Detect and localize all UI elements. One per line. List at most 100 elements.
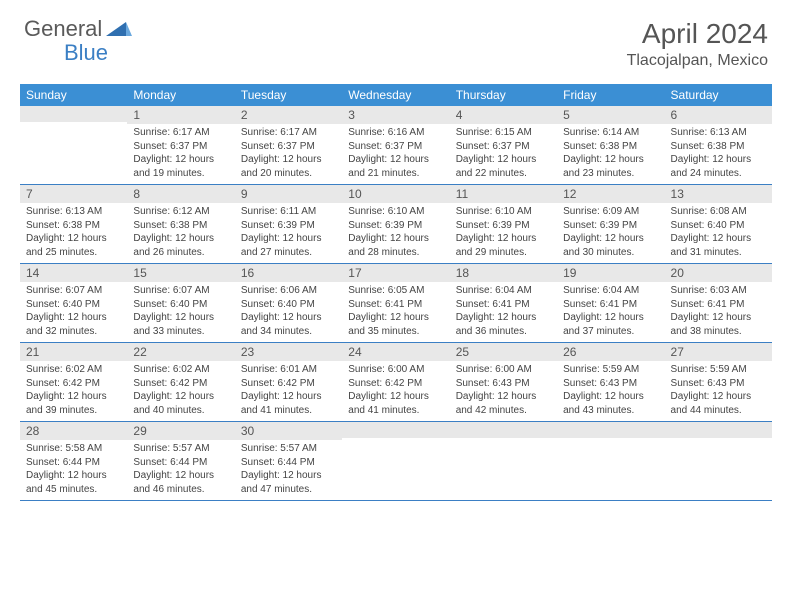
day-number: 2: [235, 106, 342, 124]
daylight-line: Daylight: 12 hours and 30 minutes.: [563, 232, 658, 259]
day-details: Sunrise: 6:10 AMSunset: 6:39 PMDaylight:…: [342, 203, 449, 263]
calendar-cell: [665, 422, 772, 501]
day-details: Sunrise: 6:12 AMSunset: 6:38 PMDaylight:…: [127, 203, 234, 263]
sunset-line: Sunset: 6:44 PM: [133, 456, 228, 470]
day-number: 4: [450, 106, 557, 124]
sunset-line: Sunset: 6:39 PM: [456, 219, 551, 233]
day-number: 14: [20, 264, 127, 282]
calendar-cell: 9Sunrise: 6:11 AMSunset: 6:39 PMDaylight…: [235, 185, 342, 264]
calendar-cell: 15Sunrise: 6:07 AMSunset: 6:40 PMDayligh…: [127, 264, 234, 343]
day-details: Sunrise: 6:02 AMSunset: 6:42 PMDaylight:…: [127, 361, 234, 421]
day-number: 20: [665, 264, 772, 282]
day-number: 24: [342, 343, 449, 361]
sunset-line: Sunset: 6:42 PM: [26, 377, 121, 391]
sunrise-line: Sunrise: 5:59 AM: [671, 363, 766, 377]
daylight-line: Daylight: 12 hours and 41 minutes.: [241, 390, 336, 417]
day-details: Sunrise: 6:11 AMSunset: 6:39 PMDaylight:…: [235, 203, 342, 263]
calendar-cell: 21Sunrise: 6:02 AMSunset: 6:42 PMDayligh…: [20, 343, 127, 422]
sunrise-line: Sunrise: 6:00 AM: [456, 363, 551, 377]
calendar-cell: 27Sunrise: 5:59 AMSunset: 6:43 PMDayligh…: [665, 343, 772, 422]
day-details: Sunrise: 5:58 AMSunset: 6:44 PMDaylight:…: [20, 440, 127, 500]
sunrise-line: Sunrise: 6:06 AM: [241, 284, 336, 298]
calendar-cell: [342, 422, 449, 501]
calendar-week-row: 7Sunrise: 6:13 AMSunset: 6:38 PMDaylight…: [20, 185, 772, 264]
day-details: Sunrise: 6:13 AMSunset: 6:38 PMDaylight:…: [20, 203, 127, 263]
day-number: 22: [127, 343, 234, 361]
sunrise-line: Sunrise: 6:13 AM: [26, 205, 121, 219]
daylight-line: Daylight: 12 hours and 38 minutes.: [671, 311, 766, 338]
calendar-cell: 3Sunrise: 6:16 AMSunset: 6:37 PMDaylight…: [342, 106, 449, 185]
empty-day: [342, 422, 449, 438]
calendar-cell: 7Sunrise: 6:13 AMSunset: 6:38 PMDaylight…: [20, 185, 127, 264]
empty-day: [450, 422, 557, 438]
daylight-line: Daylight: 12 hours and 42 minutes.: [456, 390, 551, 417]
day-details: Sunrise: 5:57 AMSunset: 6:44 PMDaylight:…: [235, 440, 342, 500]
daylight-line: Daylight: 12 hours and 27 minutes.: [241, 232, 336, 259]
calendar-week-row: 21Sunrise: 6:02 AMSunset: 6:42 PMDayligh…: [20, 343, 772, 422]
daylight-line: Daylight: 12 hours and 43 minutes.: [563, 390, 658, 417]
calendar-cell: 28Sunrise: 5:58 AMSunset: 6:44 PMDayligh…: [20, 422, 127, 501]
sunrise-line: Sunrise: 6:02 AM: [133, 363, 228, 377]
sunset-line: Sunset: 6:41 PM: [671, 298, 766, 312]
daylight-line: Daylight: 12 hours and 21 minutes.: [348, 153, 443, 180]
sunset-line: Sunset: 6:43 PM: [563, 377, 658, 391]
calendar-cell: 8Sunrise: 6:12 AMSunset: 6:38 PMDaylight…: [127, 185, 234, 264]
daylight-line: Daylight: 12 hours and 40 minutes.: [133, 390, 228, 417]
sunset-line: Sunset: 6:40 PM: [133, 298, 228, 312]
sunset-line: Sunset: 6:37 PM: [133, 140, 228, 154]
logo-text-gray: General: [24, 18, 102, 40]
sunset-line: Sunset: 6:39 PM: [563, 219, 658, 233]
day-details: Sunrise: 5:57 AMSunset: 6:44 PMDaylight:…: [127, 440, 234, 500]
day-number: 30: [235, 422, 342, 440]
header: General Blue April 2024 Tlacojalpan, Mex…: [0, 0, 792, 78]
calendar-cell: 26Sunrise: 5:59 AMSunset: 6:43 PMDayligh…: [557, 343, 664, 422]
sunrise-line: Sunrise: 6:02 AM: [26, 363, 121, 377]
daylight-line: Daylight: 12 hours and 47 minutes.: [241, 469, 336, 496]
day-number: 15: [127, 264, 234, 282]
sunset-line: Sunset: 6:40 PM: [671, 219, 766, 233]
sunset-line: Sunset: 6:37 PM: [456, 140, 551, 154]
sunrise-line: Sunrise: 6:00 AM: [348, 363, 443, 377]
logo-triangle-icon: [106, 20, 132, 38]
sunset-line: Sunset: 6:40 PM: [241, 298, 336, 312]
sunrise-line: Sunrise: 6:08 AM: [671, 205, 766, 219]
sunset-line: Sunset: 6:42 PM: [133, 377, 228, 391]
day-number: 8: [127, 185, 234, 203]
calendar-cell: 25Sunrise: 6:00 AMSunset: 6:43 PMDayligh…: [450, 343, 557, 422]
day-details: Sunrise: 6:04 AMSunset: 6:41 PMDaylight:…: [450, 282, 557, 342]
calendar-table: SundayMondayTuesdayWednesdayThursdayFrid…: [20, 84, 772, 501]
calendar-cell: [557, 422, 664, 501]
sunset-line: Sunset: 6:43 PM: [671, 377, 766, 391]
sunrise-line: Sunrise: 6:10 AM: [456, 205, 551, 219]
calendar-cell: 19Sunrise: 6:04 AMSunset: 6:41 PMDayligh…: [557, 264, 664, 343]
sunrise-line: Sunrise: 6:04 AM: [456, 284, 551, 298]
weekday-header-saturday: Saturday: [665, 84, 772, 106]
daylight-line: Daylight: 12 hours and 20 minutes.: [241, 153, 336, 180]
sunrise-line: Sunrise: 6:01 AM: [241, 363, 336, 377]
sunrise-line: Sunrise: 5:58 AM: [26, 442, 121, 456]
sunrise-line: Sunrise: 6:17 AM: [241, 126, 336, 140]
calendar-cell: 29Sunrise: 5:57 AMSunset: 6:44 PMDayligh…: [127, 422, 234, 501]
month-title: April 2024: [627, 18, 768, 50]
sunrise-line: Sunrise: 6:04 AM: [563, 284, 658, 298]
daylight-line: Daylight: 12 hours and 28 minutes.: [348, 232, 443, 259]
day-number: 9: [235, 185, 342, 203]
day-details: Sunrise: 6:08 AMSunset: 6:40 PMDaylight:…: [665, 203, 772, 263]
sunrise-line: Sunrise: 6:12 AM: [133, 205, 228, 219]
day-details: Sunrise: 6:16 AMSunset: 6:37 PMDaylight:…: [342, 124, 449, 184]
logo: General Blue: [24, 18, 134, 40]
sunset-line: Sunset: 6:37 PM: [348, 140, 443, 154]
weekday-header-thursday: Thursday: [450, 84, 557, 106]
weekday-header-wednesday: Wednesday: [342, 84, 449, 106]
day-details: Sunrise: 6:10 AMSunset: 6:39 PMDaylight:…: [450, 203, 557, 263]
day-number: 16: [235, 264, 342, 282]
day-details: Sunrise: 6:03 AMSunset: 6:41 PMDaylight:…: [665, 282, 772, 342]
empty-day: [20, 106, 127, 122]
calendar-cell: 6Sunrise: 6:13 AMSunset: 6:38 PMDaylight…: [665, 106, 772, 185]
day-details: Sunrise: 6:00 AMSunset: 6:42 PMDaylight:…: [342, 361, 449, 421]
sunset-line: Sunset: 6:42 PM: [241, 377, 336, 391]
day-number: 23: [235, 343, 342, 361]
sunset-line: Sunset: 6:39 PM: [348, 219, 443, 233]
day-number: 27: [665, 343, 772, 361]
day-number: 25: [450, 343, 557, 361]
